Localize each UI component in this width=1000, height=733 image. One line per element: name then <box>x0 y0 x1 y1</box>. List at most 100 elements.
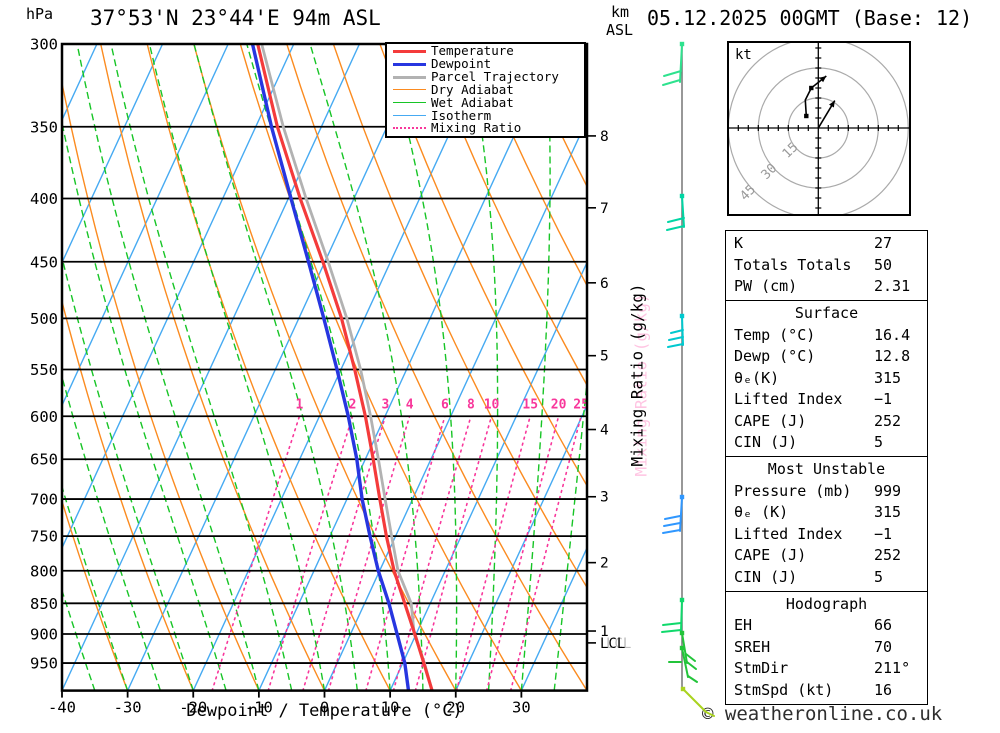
mixing-ratio-value-label: 10 <box>484 397 500 412</box>
legend-swatch <box>393 115 426 117</box>
indices-row: Totals Totals 50 <box>726 255 927 277</box>
indices-row-value: 12.8 <box>874 347 911 365</box>
wind-barb-dot <box>679 645 685 651</box>
wind-barb-feather <box>681 195 685 228</box>
temp-axis-label: Dewpoint / Temperature (°C) <box>186 701 463 721</box>
dewpoint-curve <box>250 44 411 691</box>
indices-row: Dewp (°C) 12.8 <box>726 346 927 368</box>
mixing-ratio-line <box>211 415 301 691</box>
km-tick-label: 2 <box>600 556 609 572</box>
mixing-ratio-value-label: 1 <box>295 397 303 412</box>
indices-section-header: Hodograph <box>785 594 868 613</box>
page-title: 37°53'N 23°44'E 94m ASL <box>90 6 381 30</box>
wind-barb-feather <box>662 622 682 626</box>
wind-barb-dot <box>679 193 685 199</box>
wind-barb <box>667 313 685 348</box>
pressure-axis-unit: hPa <box>26 5 54 23</box>
copyright-watermark: © weatheronline.co.uk <box>702 703 943 725</box>
indices-section-header: Surface <box>794 304 859 322</box>
pressure-tick-label: 700 <box>30 491 58 509</box>
indices-row-label: CIN (J) <box>734 433 798 451</box>
indices-row-value: 70 <box>874 637 893 656</box>
wind-barb <box>661 597 685 633</box>
hodograph-dot <box>804 113 809 119</box>
pressure-tick-label: 950 <box>30 655 58 673</box>
wind-barb-feather <box>662 529 681 534</box>
wind-barb-feather <box>663 70 682 77</box>
indices-row: Pressure (mb) 999 <box>726 481 927 503</box>
temperature-curve <box>256 44 434 691</box>
legend-swatch <box>393 75 426 79</box>
indices-row-value: 315 <box>874 503 902 521</box>
wind-barb-feather <box>662 79 681 86</box>
indices-section: K 27 Totals Totals 50 PW (cm) 2.31 <box>725 230 928 302</box>
legend-item: Isotherm <box>387 107 584 123</box>
dry-adiabat-line <box>62 79 260 691</box>
indices-row-label: CIN (J) <box>734 567 798 586</box>
wind-barb-feather <box>667 217 685 223</box>
indices-row-value: 5 <box>874 433 884 451</box>
wind-barb-feather <box>681 647 689 678</box>
wind-barb-feather <box>668 336 684 341</box>
dry-adiabat-line <box>425 44 587 387</box>
indices-row: PW (cm) 2.31 <box>726 276 927 298</box>
indices-row-label: SREH <box>734 637 771 656</box>
wind-barb-dot <box>679 41 685 47</box>
hodograph-ring-label: 45 <box>737 182 759 204</box>
pressure-tick-label: 550 <box>30 361 58 379</box>
wind-barb-feather <box>687 675 698 683</box>
indices-row-value: 315 <box>874 368 902 387</box>
legend-label: Mixing Ratio <box>431 120 522 136</box>
indices-row-label: Lifted Index <box>734 390 843 408</box>
pressure-tick-label: 600 <box>30 408 58 426</box>
isotherm-line <box>323 118 587 691</box>
pressure-tick-label: 900 <box>30 626 58 644</box>
dry-adiabat-line <box>100 44 326 691</box>
pressure-tick-label: 650 <box>30 451 58 469</box>
indices-section: Most Unstable Pressure (mb) 999 θₑ (K) 315 Li… <box>725 456 928 592</box>
indices-row-value: 252 <box>874 546 902 564</box>
indices-row-value: −1 <box>874 390 893 408</box>
isotherm-line <box>62 44 295 550</box>
legend-item: Parcel Trajectory <box>387 70 584 83</box>
legend-label: Wet Adiabat <box>431 94 514 110</box>
legend-swatch <box>393 102 426 104</box>
hodograph-trace <box>804 75 827 117</box>
wet-adiabat-line <box>76 44 260 691</box>
hodograph-unit-label: kt <box>735 47 752 63</box>
indices-section: Surface Temp (°C) 16.4 Dewp (°C) 12.8 θₑ(K) 31… <box>725 300 928 458</box>
wind-barb-dot <box>679 630 685 636</box>
km-tick-label: 8 <box>600 129 609 145</box>
indices-row-value: 252 <box>874 411 902 430</box>
wet-adiabat-line <box>148 44 326 691</box>
indices-row-value: −1 <box>874 524 893 543</box>
indices-row-value: 999 <box>874 481 902 500</box>
km-tick-label: 4 <box>600 423 609 439</box>
wind-barb-feather <box>663 522 681 527</box>
wind-barb-feather <box>705 711 715 717</box>
legend: Temperature Dewpoint Parcel Trajectory Dry … <box>385 42 586 138</box>
wind-barb-dot <box>679 313 685 319</box>
indices-row: Lifted Index −1 <box>726 524 927 546</box>
lcl-label: LCL <box>600 636 625 652</box>
arrow-head <box>819 76 827 83</box>
km-axis-unit-asl: ASL <box>606 21 634 39</box>
km-axis-unit-km: km <box>611 3 630 21</box>
wind-barb-feather <box>666 225 685 231</box>
indices-row: θₑ (K) 315 <box>726 502 927 524</box>
isotherm-line <box>62 44 164 265</box>
wind-barb-dot <box>679 494 685 500</box>
indices-row-label: StmSpd (kt) <box>734 680 834 699</box>
wind-barb-feather <box>664 515 681 520</box>
arrow-head <box>829 100 835 108</box>
legend-swatch <box>393 127 426 130</box>
indices-row-label: CAPE (J) <box>734 546 807 564</box>
indices-row-label: Lifted Index <box>734 524 843 543</box>
temp-tick-label: -30 <box>114 699 142 717</box>
pressure-tick-label: 750 <box>30 528 58 546</box>
indices-row: CAPE (J) 252 <box>726 411 927 433</box>
legend-label: Temperature <box>431 43 514 59</box>
legend-label: Isotherm <box>431 107 492 123</box>
